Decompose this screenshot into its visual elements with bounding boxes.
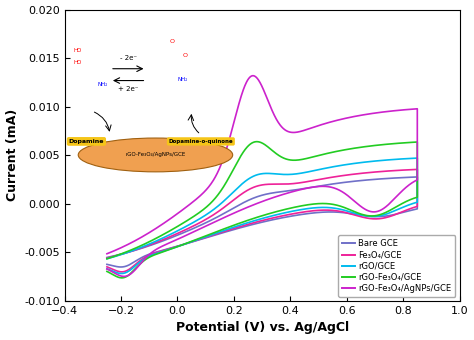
- rGO-Fe₃O₄/GCE: [104, 269, 110, 273]
- rGO-Fe₃O₄/GCE: [119, 276, 125, 280]
- rGO-Fe₃O₄/AgNPs/GCE: [144, 255, 149, 259]
- rGO-Fe₃O₄/AgNPs/GCE: [407, 182, 413, 186]
- X-axis label: Potential (V) vs. Ag/AgCl: Potential (V) vs. Ag/AgCl: [175, 321, 349, 335]
- Fe₃O₄/GCE: [385, 169, 391, 173]
- Fe₃O₄/GCE: [414, 167, 420, 171]
- Fe₃O₄/GCE: [104, 256, 110, 260]
- Fe₃O₄/GCE: [407, 207, 413, 211]
- rGO/GCE: [118, 271, 124, 275]
- Fe₃O₄/GCE: [144, 254, 149, 258]
- Y-axis label: Current (mA): Current (mA): [6, 109, 18, 201]
- Bare GCE: [116, 253, 121, 257]
- rGO-Fe₃O₄/GCE: [144, 257, 149, 261]
- rGO-Fe₃O₄/GCE: [407, 198, 413, 202]
- rGO/GCE: [116, 253, 121, 257]
- rGO-Fe₃O₄/GCE: [385, 142, 391, 146]
- Fe₃O₄/GCE: [116, 253, 121, 257]
- rGO/GCE: [104, 257, 110, 261]
- Line: Fe₃O₄/GCE: Fe₃O₄/GCE: [107, 169, 417, 272]
- Bare GCE: [297, 213, 302, 217]
- rGO-Fe₃O₄/AgNPs/GCE: [104, 267, 110, 271]
- Fe₃O₄/GCE: [119, 270, 125, 274]
- Line: rGO-Fe₃O₄/AgNPs/GCE: rGO-Fe₃O₄/AgNPs/GCE: [107, 76, 417, 276]
- Bare GCE: [414, 175, 420, 179]
- Bare GCE: [104, 255, 110, 259]
- rGO-Fe₃O₄/GCE: [297, 204, 302, 208]
- Fe₃O₄/GCE: [104, 265, 110, 269]
- rGO/GCE: [104, 267, 110, 271]
- Bare GCE: [407, 209, 413, 213]
- Bare GCE: [215, 215, 221, 219]
- rGO-Fe₃O₄/GCE: [254, 140, 260, 144]
- rGO/GCE: [297, 208, 302, 212]
- rGO-Fe₃O₄/AgNPs/GCE: [116, 247, 121, 251]
- Bare GCE: [144, 253, 149, 257]
- rGO-Fe₃O₄/AgNPs/GCE: [104, 252, 110, 256]
- Line: rGO-Fe₃O₄/GCE: rGO-Fe₃O₄/GCE: [107, 142, 417, 278]
- rGO-Fe₃O₄/AgNPs/GCE: [297, 188, 302, 192]
- Fe₃O₄/GCE: [297, 210, 302, 215]
- rGO/GCE: [414, 156, 420, 160]
- rGO-Fe₃O₄/AgNPs/GCE: [215, 170, 221, 174]
- Bare GCE: [385, 176, 391, 181]
- rGO/GCE: [385, 158, 391, 162]
- rGO-Fe₃O₄/GCE: [104, 257, 110, 261]
- rGO/GCE: [407, 203, 413, 207]
- rGO/GCE: [215, 204, 221, 208]
- rGO-Fe₃O₄/AgNPs/GCE: [250, 74, 256, 78]
- rGO-Fe₃O₄/GCE: [215, 193, 221, 197]
- Bare GCE: [104, 262, 110, 266]
- Bare GCE: [118, 265, 124, 269]
- rGO/GCE: [144, 256, 149, 260]
- Legend: Bare GCE, Fe₃O₄/GCE, rGO/GCE, rGO-Fe₃O₄/GCE, rGO-Fe₃O₄/AgNPs/GCE: Bare GCE, Fe₃O₄/GCE, rGO/GCE, rGO-Fe₃O₄/…: [338, 235, 456, 297]
- rGO-Fe₃O₄/AgNPs/GCE: [385, 109, 391, 114]
- rGO-Fe₃O₄/AgNPs/GCE: [121, 274, 127, 278]
- Line: rGO/GCE: rGO/GCE: [107, 158, 417, 273]
- Line: Bare GCE: Bare GCE: [107, 177, 417, 267]
- Fe₃O₄/GCE: [215, 210, 221, 214]
- rGO-Fe₃O₄/GCE: [116, 253, 121, 257]
